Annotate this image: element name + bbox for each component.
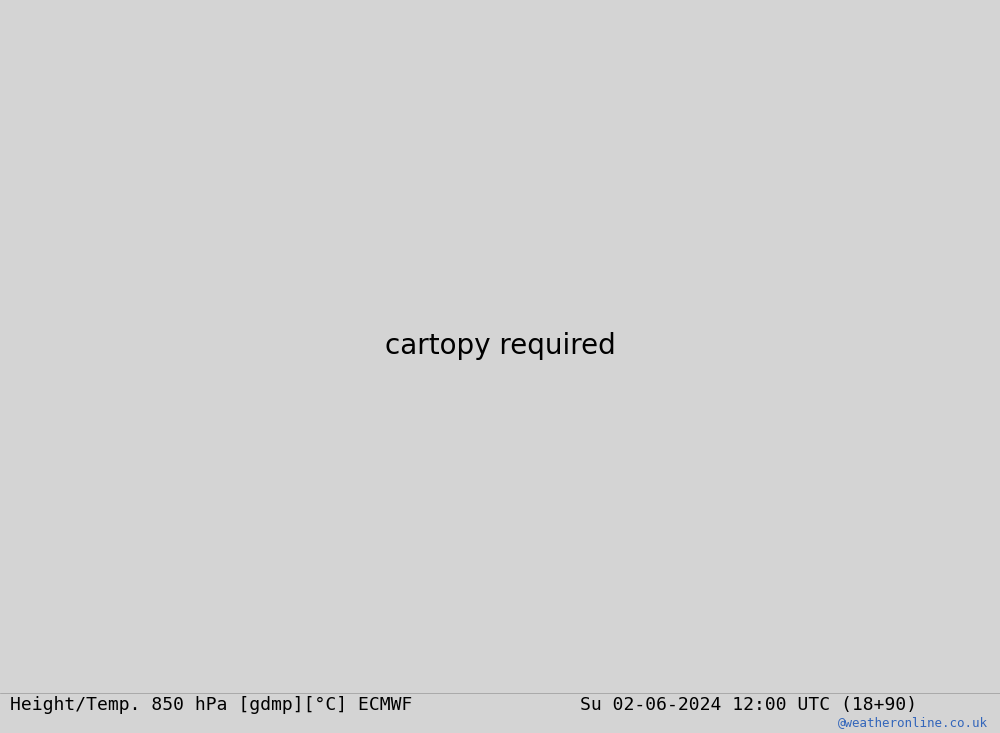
Text: @weatheronline.co.uk: @weatheronline.co.uk [838,716,988,729]
Text: cartopy required: cartopy required [385,332,615,361]
Text: Height/Temp. 850 hPa [gdmp][°C] ECMWF: Height/Temp. 850 hPa [gdmp][°C] ECMWF [10,696,412,714]
Text: Su 02-06-2024 12:00 UTC (18+90): Su 02-06-2024 12:00 UTC (18+90) [580,696,917,714]
